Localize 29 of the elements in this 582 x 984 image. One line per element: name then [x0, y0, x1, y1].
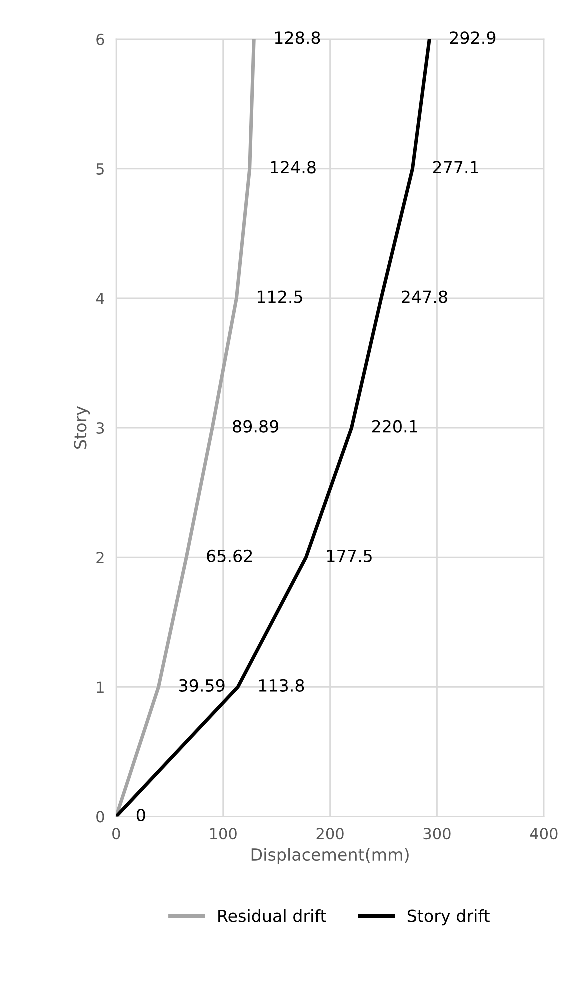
data-label: 113.8	[259, 679, 304, 692]
data-label: 0	[136, 808, 146, 822]
data-label: 247.8	[402, 290, 448, 304]
y-axis-title: Story	[74, 406, 90, 449]
y-tick-label: 3	[96, 422, 104, 434]
y-tick-label: 1	[97, 682, 104, 693]
y-tick-label: 4	[96, 293, 104, 304]
x-tick-label: 200	[316, 828, 344, 840]
data-label: 292.9	[450, 32, 496, 44]
data-label: 65.62	[207, 550, 252, 562]
x-tick-label: 300	[424, 828, 451, 840]
y-tick-label: 2	[96, 552, 104, 564]
data-label: 128.8	[275, 32, 320, 44]
data-label: 39.59	[179, 679, 225, 692]
x-axis-title: Displacement(mm)	[252, 848, 409, 864]
legend-label: Residual drift	[218, 909, 326, 922]
data-label: 177.5	[328, 550, 372, 562]
data-label: 89.89	[233, 420, 279, 433]
y-tick-label: 6	[96, 34, 104, 46]
data-label: 112.5	[258, 290, 302, 304]
legend-label: Story drift	[408, 909, 490, 926]
data-label: 124.8	[271, 161, 316, 174]
data-label: 220.1	[372, 420, 418, 433]
x-tick-label: 100	[210, 828, 237, 840]
x-tick-label: 400	[530, 828, 558, 840]
y-tick-label: 0	[96, 811, 104, 823]
y-tick-label: 5	[96, 164, 104, 175]
x-tick-label: 0	[112, 828, 120, 840]
data-label: 277.1	[433, 161, 478, 174]
